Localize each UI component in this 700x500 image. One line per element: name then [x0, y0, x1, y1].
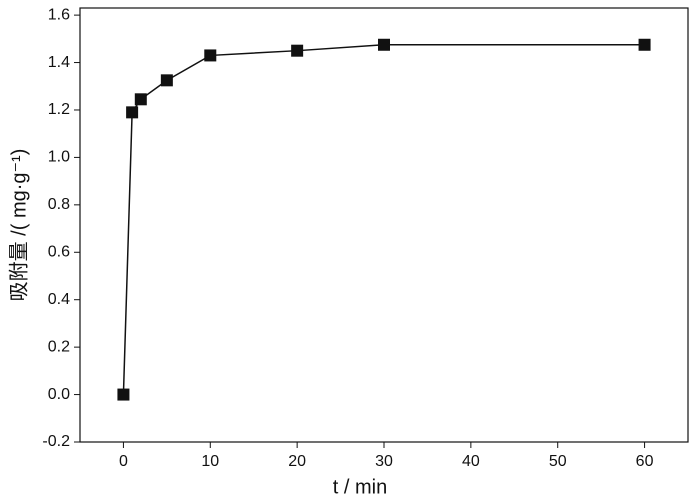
x-tick-label: 20 — [288, 453, 306, 470]
y-tick-label: -0.2 — [42, 433, 70, 450]
point-marker — [117, 388, 130, 401]
point-marker — [291, 44, 304, 57]
series-line — [122, 44, 645, 395]
y-tick-label: 1.0 — [48, 149, 70, 166]
x-tick-label: 60 — [636, 453, 654, 470]
point-marker — [378, 38, 390, 51]
y-tick-label: 1.4 — [48, 54, 70, 71]
x-tick-label: 0 — [119, 453, 128, 470]
point-marker — [204, 49, 217, 62]
point-marker — [160, 74, 173, 87]
point-marker — [134, 93, 147, 106]
x-tick-label: 10 — [201, 453, 219, 470]
x-axis-label: t / min — [333, 476, 387, 498]
y-tick-label: 0.8 — [48, 196, 70, 213]
plot-frame — [79, 7, 689, 443]
y-tick-label: 0.0 — [48, 386, 70, 403]
point-marker — [638, 38, 651, 51]
x-tick-label: 40 — [462, 453, 480, 470]
y-tick-label: 1.2 — [48, 101, 70, 118]
y-tick-label: 0.4 — [48, 291, 70, 308]
x-tick-label: 30 — [375, 453, 393, 470]
x-tick-label: 50 — [549, 453, 567, 470]
y-axis-label: 吸附量 /( mg·g⁻¹) — [7, 149, 30, 302]
y-tick-label: 0.2 — [48, 338, 70, 355]
y-tick-label: 0.6 — [48, 243, 70, 260]
point-marker — [126, 106, 139, 119]
y-tick-label: 1.6 — [48, 6, 70, 23]
